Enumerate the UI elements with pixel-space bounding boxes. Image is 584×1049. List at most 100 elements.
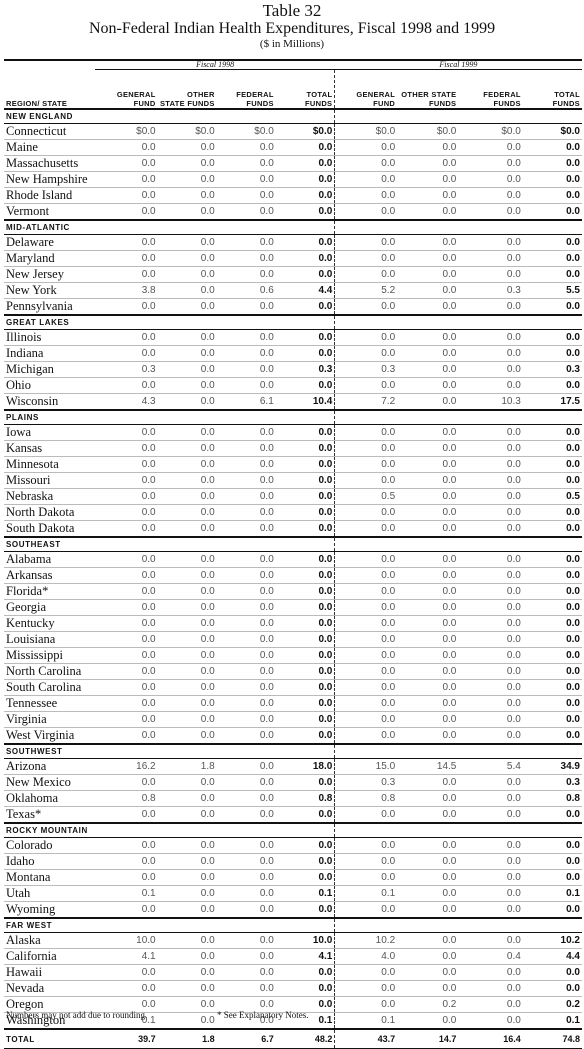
value-cell: 0.0: [458, 599, 523, 616]
state-name-cell: Indiana: [4, 345, 96, 362]
region-spacer: [334, 219, 582, 235]
state-name-cell: Nevada: [4, 980, 96, 997]
value-cell: 0.0: [216, 885, 276, 902]
total-value-cell: 1.8: [157, 1028, 217, 1049]
value-cell: 0.0: [157, 790, 217, 807]
value-cell: 0.0: [334, 647, 398, 664]
value-cell: 0.0: [522, 250, 582, 267]
value-cell: 0.0: [275, 266, 336, 283]
rounding-note: Numbers may not add due to rounding.: [6, 1010, 148, 1020]
value-cell: 0.0: [95, 663, 158, 680]
state-name-cell: Minnesota: [4, 456, 96, 473]
value-cell: 0.0: [458, 472, 523, 489]
value-cell: 5.2: [334, 282, 398, 299]
value-cell: 0.0: [157, 488, 217, 505]
value-cell: 0.5: [522, 488, 582, 505]
total-value-cell: 74.8: [522, 1028, 582, 1049]
units-note: ($ in Millions): [259, 38, 325, 50]
value-cell: 0.0: [157, 567, 217, 584]
value-cell: 0.0: [334, 806, 398, 824]
value-cell: 0.8: [522, 790, 582, 807]
state-name-cell: New Mexico: [4, 774, 96, 791]
value-cell: 0.2: [397, 996, 459, 1013]
value-cell: 0.0: [397, 774, 459, 791]
value-cell: 0.3: [334, 774, 398, 791]
table-row: North Dakota 0.0 0.0 0.0 0.0 0.0 0.0 0.0 0.0: [4, 504, 582, 521]
value-cell: 0.0: [334, 472, 398, 489]
value-cell: 0.0: [334, 980, 398, 997]
value-cell: 0.0: [275, 298, 336, 316]
column-header-row: REGION/ STATE GENERAL FUND OTHER STATE F…: [4, 69, 582, 110]
value-cell: 0.0: [157, 695, 217, 712]
value-cell: 0.0: [275, 551, 336, 568]
value-cell: 0.0: [522, 551, 582, 568]
value-cell: 0.0: [397, 727, 459, 745]
total-value-cell: 48.2: [275, 1028, 336, 1049]
value-cell: 0.0: [397, 345, 459, 362]
value-cell: 0.0: [157, 424, 217, 441]
state-name-cell: Oklahoma: [4, 790, 96, 807]
value-cell: 0.0: [216, 647, 276, 664]
value-cell: 0.0: [275, 234, 336, 251]
value-cell: 0.0: [397, 932, 459, 949]
value-cell: 0.0: [157, 631, 217, 648]
value-cell: 0.0: [95, 631, 158, 648]
table-row: Utah 0.1 0.0 0.0 0.1 0.1 0.0 0.0 0.1: [4, 885, 582, 902]
table-row: South Carolina 0.0 0.0 0.0 0.0 0.0 0.0 0.0 0.0: [4, 679, 582, 696]
state-name-cell: Vermont: [4, 203, 96, 221]
value-cell: 0.0: [522, 695, 582, 712]
region-name: MID-ATLANTIC: [4, 219, 336, 235]
value-cell: 0.0: [95, 980, 158, 997]
value-cell: 0.0: [522, 234, 582, 251]
value-cell: 0.0: [458, 837, 523, 854]
value-cell: 0.0: [458, 250, 523, 267]
value-cell: 0.0: [458, 932, 523, 949]
state-name-cell: Connecticut: [4, 123, 96, 140]
value-cell: 0.0: [397, 456, 459, 473]
value-cell: 0.0: [216, 504, 276, 521]
value-cell: 0.0: [216, 932, 276, 949]
value-cell: $0.0: [275, 123, 336, 140]
col-header-federal-1998: FEDERAL FUNDS: [216, 69, 276, 110]
total-label: TOTAL: [4, 1028, 96, 1049]
value-cell: 0.0: [95, 440, 158, 457]
value-cell: 0.0: [397, 837, 459, 854]
value-cell: 0.0: [275, 155, 336, 172]
value-cell: 0.0: [458, 663, 523, 680]
table-row: Hawaii 0.0 0.0 0.0 0.0 0.0 0.0 0.0 0.0: [4, 964, 582, 981]
value-cell: 0.0: [216, 948, 276, 965]
value-cell: 0.0: [334, 551, 398, 568]
value-cell: 0.0: [397, 806, 459, 824]
value-cell: 0.0: [216, 345, 276, 362]
value-cell: 0.0: [275, 727, 336, 745]
value-cell: 0.0: [216, 456, 276, 473]
value-cell: 0.0: [458, 361, 523, 378]
value-cell: 0.0: [334, 583, 398, 600]
state-name-cell: Maryland: [4, 250, 96, 267]
state-name-cell: Nebraska: [4, 488, 96, 505]
value-cell: 0.0: [397, 424, 459, 441]
value-cell: 0.0: [334, 139, 398, 156]
state-name-cell: Tennessee: [4, 695, 96, 712]
value-cell: 0.6: [216, 282, 276, 299]
value-cell: 0.0: [216, 837, 276, 854]
col-header-region-state: REGION/ STATE: [4, 69, 96, 110]
state-name-cell: Illinois: [4, 329, 96, 346]
value-cell: 0.0: [216, 663, 276, 680]
table-row: Kentucky 0.0 0.0 0.0 0.0 0.0 0.0 0.0 0.0: [4, 615, 582, 632]
value-cell: 0.0: [216, 695, 276, 712]
table-row: Alabama 0.0 0.0 0.0 0.0 0.0 0.0 0.0 0.0: [4, 551, 582, 568]
value-cell: 0.0: [334, 695, 398, 712]
value-cell: 0.0: [216, 615, 276, 632]
value-cell: 0.0: [397, 282, 459, 299]
value-cell: 0.0: [458, 980, 523, 997]
value-cell: 0.0: [522, 440, 582, 457]
value-cell: 0.0: [522, 980, 582, 997]
value-cell: 0.0: [334, 345, 398, 362]
value-cell: 0.0: [275, 488, 336, 505]
state-name-cell: New York: [4, 282, 96, 299]
table-row: Oregon 0.0 0.0 0.0 0.0 0.0 0.2 0.0 0.2: [4, 996, 582, 1013]
value-cell: 0.0: [275, 774, 336, 791]
value-cell: 0.0: [522, 139, 582, 156]
value-cell: 0.0: [334, 504, 398, 521]
